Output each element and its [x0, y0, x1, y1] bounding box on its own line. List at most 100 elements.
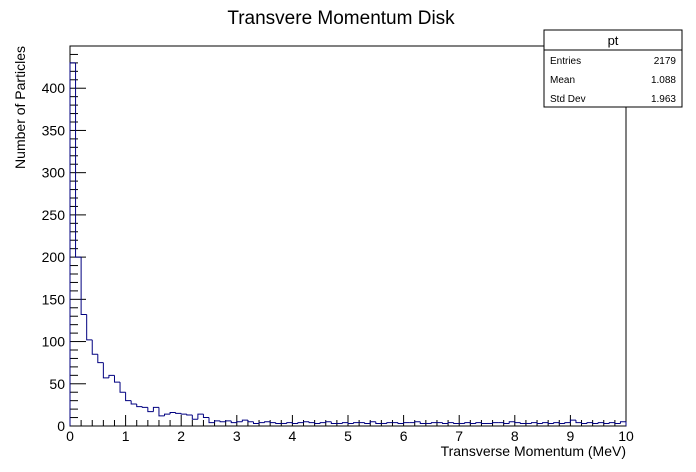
histogram-bin [269, 421, 276, 424]
histogram-bin [252, 421, 260, 424]
histogram-bin [152, 406, 159, 412]
histogram-bin [547, 422, 554, 424]
histogram-bin [258, 422, 265, 424]
y-tick-label: 350 [42, 122, 66, 138]
histogram-bin [619, 421, 626, 424]
histogram-bin [519, 422, 526, 424]
histogram-bin [330, 421, 337, 424]
histogram-bin [86, 314, 93, 341]
histogram-bin [586, 422, 593, 424]
x-axis: 0 1 2 3 4 5 6 7 8 9 10 [66, 415, 634, 444]
x-tick-label: 6 [400, 428, 408, 444]
histogram-bin [164, 413, 171, 416]
histogram-bin [553, 422, 560, 424]
plot-frame [69, 45, 627, 427]
histogram-bin [69, 62, 76, 426]
histogram-bin [180, 413, 187, 415]
histogram-bin [119, 382, 126, 393]
stats-mean-label: Mean [550, 75, 575, 86]
y-tick-label: 250 [42, 207, 66, 223]
histogram-series [69, 62, 627, 426]
y-tick-label: 50 [49, 376, 65, 392]
histogram-bin [286, 422, 293, 424]
stats-box-frame [543, 29, 683, 108]
histogram-bin [536, 422, 543, 424]
stats-entries-value: 2179 [654, 56, 677, 67]
histogram-bin [403, 422, 410, 424]
x-tick-label: 7 [455, 428, 463, 444]
histogram-bin [102, 362, 109, 379]
histogram-bin [80, 257, 87, 316]
x-tick-label: 10 [618, 428, 634, 444]
histogram-bin [453, 422, 460, 424]
x-tick-label: 2 [177, 428, 185, 444]
y-tick-label: 300 [42, 165, 66, 181]
histogram-bin [419, 421, 426, 424]
histogram-bin [581, 422, 588, 424]
x-tick-label: 9 [567, 428, 575, 444]
histogram-bin [202, 414, 209, 419]
y-tick-label: 150 [42, 291, 66, 307]
histogram-bin [208, 417, 215, 424]
y-axis-label: Number of Particles [12, 46, 28, 169]
histogram-bin [386, 422, 393, 424]
histogram-bin [219, 420, 226, 423]
histogram-bin [169, 411, 176, 415]
histogram-bin [475, 422, 482, 424]
histogram-bin [469, 422, 476, 424]
histogram-bin [480, 422, 487, 424]
histogram-bin [97, 354, 104, 364]
histogram-bin [492, 422, 499, 424]
y-tick-label: 0 [57, 418, 65, 434]
x-axis-label: Transverse Momentum (MeV) [441, 443, 626, 459]
histogram-bin [291, 422, 298, 424]
x-tick-label: 1 [122, 428, 130, 444]
histogram-bin [186, 414, 193, 416]
histogram-bin [397, 422, 404, 424]
histogram-bin [414, 421, 421, 423]
histogram-bin [325, 421, 332, 423]
histogram-bin [230, 420, 237, 424]
histogram-bin [530, 422, 538, 424]
histogram-bin [297, 422, 304, 424]
histogram-bin [91, 339, 98, 355]
histogram-bin [191, 415, 198, 420]
x-tick-label: 0 [66, 428, 74, 444]
histogram-bin [364, 422, 371, 424]
histogram-bin [125, 392, 132, 402]
histogram-bin [108, 374, 115, 378]
histogram-bin [353, 422, 360, 424]
histogram-bin [197, 413, 204, 420]
histogram-bin [508, 421, 515, 424]
histogram-bin [514, 421, 521, 424]
histogram-bin [214, 420, 221, 423]
x-tick-label: 4 [289, 428, 297, 444]
stats-stddev-label: Std Dev [550, 94, 586, 105]
stats-stddev-value: 1.963 [651, 94, 676, 105]
histogram-bin [575, 420, 582, 424]
histogram-bin [442, 422, 449, 424]
stats-box: pt Entries 2179 Mean 1.088 Std Dev 1.963 [543, 29, 683, 108]
histogram-bin [319, 422, 326, 424]
histogram-bin [308, 421, 315, 424]
x-tick-label: 8 [511, 428, 519, 444]
histogram-bin [158, 407, 165, 417]
histogram-bin [130, 400, 137, 405]
histogram-bin [464, 422, 471, 424]
histogram-bin [603, 422, 610, 424]
x-tick-label: 3 [233, 428, 241, 444]
histogram-bin [569, 419, 576, 423]
histogram-bin [597, 422, 604, 424]
histogram-bin [264, 421, 271, 423]
histogram-bin [430, 422, 437, 424]
histogram-bin [341, 422, 348, 424]
y-tick-label: 400 [42, 80, 66, 96]
histogram-bin [558, 422, 565, 424]
histogram-bin [175, 412, 182, 414]
histogram-bin [303, 421, 310, 423]
histogram-bin [592, 422, 599, 424]
histogram-bin [375, 421, 382, 424]
histogram-bin [247, 420, 254, 423]
stats-mean-value: 1.088 [651, 75, 676, 86]
